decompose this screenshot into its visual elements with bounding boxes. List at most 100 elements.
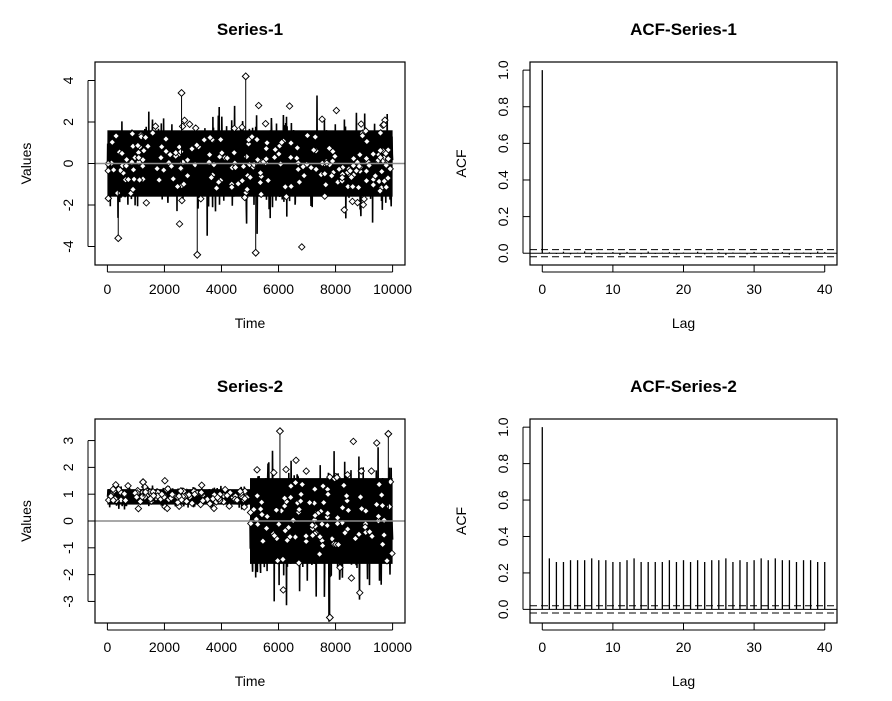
data-point-marker bbox=[340, 481, 348, 490]
data-point-marker bbox=[367, 467, 376, 475]
data-point-marker bbox=[282, 465, 290, 474]
data-point-marker bbox=[233, 496, 241, 504]
data-point-marker bbox=[314, 509, 322, 518]
data-point-marker bbox=[362, 167, 371, 175]
data-point-marker bbox=[134, 153, 143, 162]
x-tick-label: 30 bbox=[746, 281, 762, 297]
data-point-marker bbox=[121, 496, 130, 505]
data-point-marker bbox=[299, 162, 307, 171]
plot-frame bbox=[529, 61, 838, 266]
data-point-marker bbox=[230, 124, 239, 133]
data-point-marker bbox=[380, 531, 388, 539]
plot-frame bbox=[94, 418, 406, 624]
data-point-marker bbox=[309, 146, 318, 154]
x-axis-label: Time bbox=[235, 673, 266, 689]
x-tick-label: 8000 bbox=[320, 281, 351, 297]
data-point-marker bbox=[324, 490, 332, 499]
data-point-marker bbox=[385, 502, 394, 511]
data-point-marker bbox=[164, 485, 172, 493]
y-axis-label: Values bbox=[18, 143, 34, 185]
data-point-marker bbox=[380, 177, 389, 186]
data-point-marker bbox=[155, 176, 163, 184]
data-point-marker bbox=[348, 197, 357, 206]
data-point-marker bbox=[355, 162, 364, 171]
data-point-marker bbox=[338, 503, 347, 512]
data-point-marker bbox=[231, 163, 240, 172]
data-point-marker bbox=[236, 487, 245, 496]
data-point-marker bbox=[320, 169, 329, 178]
data-point-marker bbox=[197, 481, 206, 490]
data-point-marker bbox=[120, 490, 129, 498]
y-tick-label: -4 bbox=[60, 240, 76, 253]
data-point-marker bbox=[257, 498, 266, 507]
data-point-marker bbox=[376, 146, 385, 155]
data-point-marker bbox=[185, 120, 194, 129]
data-point-marker bbox=[281, 526, 290, 535]
y-tick-label: 1.0 bbox=[495, 417, 511, 437]
data-point-marker bbox=[167, 162, 176, 171]
data-point-marker bbox=[282, 192, 291, 201]
x-tick-label: 10000 bbox=[373, 639, 412, 655]
data-point-marker bbox=[349, 161, 358, 170]
data-point-marker bbox=[197, 488, 206, 497]
data-point-marker bbox=[349, 154, 358, 163]
y-tick-label: 0 bbox=[60, 517, 76, 525]
data-point-marker bbox=[129, 185, 137, 194]
data-point-marker bbox=[334, 540, 343, 549]
data-point-marker bbox=[163, 504, 172, 513]
y-tick-label: 0.4 bbox=[495, 170, 511, 190]
x-tick-label: 10 bbox=[605, 639, 621, 655]
data-point-marker bbox=[319, 482, 327, 490]
data-point-marker bbox=[153, 164, 161, 173]
y-tick-label: 0.6 bbox=[495, 490, 511, 510]
data-point-marker bbox=[297, 243, 306, 251]
data-point-marker bbox=[176, 164, 185, 173]
data-point-marker bbox=[124, 175, 133, 184]
data-point-marker bbox=[349, 437, 358, 446]
x-tick-label: 40 bbox=[817, 281, 833, 297]
data-point-marker bbox=[382, 183, 391, 192]
data-point-marker bbox=[355, 588, 364, 597]
data-point-marker bbox=[311, 133, 320, 141]
data-point-marker bbox=[129, 165, 138, 174]
y-tick-label: 0 bbox=[60, 159, 76, 167]
data-point-marker bbox=[369, 181, 378, 189]
data-point-marker bbox=[206, 133, 214, 142]
data-point-marker bbox=[274, 520, 283, 529]
data-point-marker bbox=[357, 467, 366, 475]
data-point-marker bbox=[253, 465, 261, 474]
data-point-marker bbox=[253, 492, 262, 500]
data-point-marker bbox=[297, 490, 305, 499]
chart-title: ACF-Series-1 bbox=[630, 20, 737, 39]
data-point-marker bbox=[361, 127, 370, 135]
data-point-marker bbox=[287, 482, 295, 490]
y-axis-label: ACF bbox=[453, 150, 469, 178]
chart-title: Series-2 bbox=[217, 377, 283, 396]
data-point-marker bbox=[343, 470, 352, 479]
data-point-marker bbox=[112, 132, 120, 140]
data-point-marker bbox=[190, 490, 199, 499]
data-point-marker bbox=[335, 165, 343, 174]
data-point-marker bbox=[375, 480, 384, 489]
x-tick-label: 4000 bbox=[206, 639, 237, 655]
x-tick-label: 10 bbox=[605, 281, 621, 297]
data-point-marker bbox=[356, 150, 364, 159]
panel-series-1: Series-1 Time Values 0 2000 4000 6000 8000 10000… bbox=[18, 20, 412, 331]
data-point-marker bbox=[168, 490, 177, 499]
data-point-marker bbox=[111, 480, 120, 489]
x-axis-label: Time bbox=[235, 315, 266, 331]
x-tick-label: 8000 bbox=[320, 639, 351, 655]
data-point-marker bbox=[177, 147, 185, 156]
data-point-marker bbox=[248, 132, 256, 141]
y-tick-label: 0.8 bbox=[495, 454, 511, 474]
data-point-marker bbox=[372, 500, 381, 509]
x-tick-label: 0 bbox=[104, 639, 112, 655]
data-point-marker bbox=[347, 173, 356, 182]
y-tick-label: 2 bbox=[60, 463, 76, 471]
data-point-marker bbox=[319, 498, 328, 507]
data-point-marker bbox=[318, 541, 327, 550]
data-point-marker bbox=[354, 183, 363, 192]
data-point-marker bbox=[344, 506, 353, 515]
data-point-marker bbox=[307, 163, 315, 172]
